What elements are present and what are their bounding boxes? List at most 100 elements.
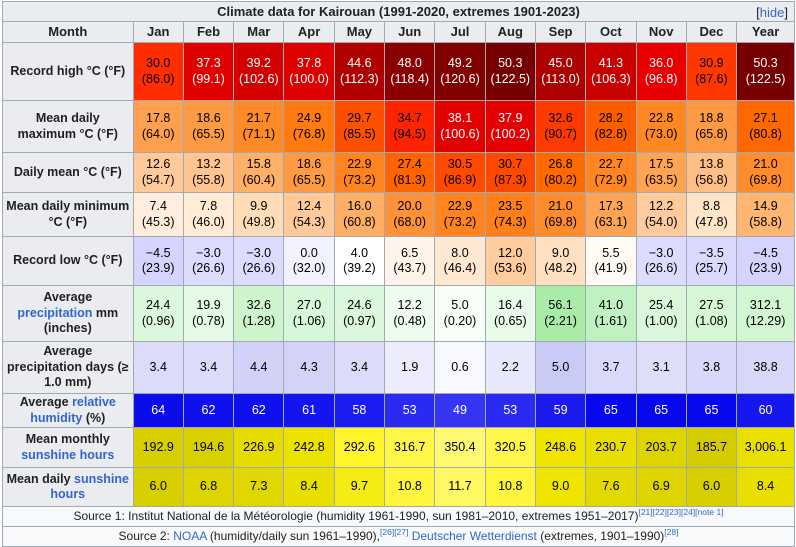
value-cell-aug: 16.4 (0.65) xyxy=(484,285,536,342)
imperial-value: (118.4) xyxy=(390,71,430,86)
value-cell-feb: 37.3 (99.1) xyxy=(182,42,235,101)
value-cell-year: 50.3 (122.5) xyxy=(736,42,795,101)
value-cell-dec: 18.8 (65.8) xyxy=(685,100,738,153)
value-cell-apr: 18.6 (65.5) xyxy=(283,152,335,193)
imperial-value: (55.8) xyxy=(192,172,225,187)
imperial-value: (0.65) xyxy=(493,313,527,328)
source-row: Source 1: Institut National de la Météor… xyxy=(2,506,795,527)
value-cell-nov: 17.5 (63.5) xyxy=(635,152,687,193)
metric-value: 37.8 xyxy=(296,56,322,70)
source-link[interactable]: NOAA xyxy=(173,528,207,543)
metric-value: −3.0 xyxy=(246,245,272,260)
metric-value: 2.2 xyxy=(501,359,519,374)
metric-value: 12.6 xyxy=(146,157,171,171)
imperial-value: (23.9) xyxy=(141,261,175,275)
imperial-value: (26.6) xyxy=(644,261,678,275)
value-cell-dec: 65 xyxy=(685,393,738,428)
imperial-value: (46.0) xyxy=(192,214,225,229)
metric-value: 32.6 xyxy=(548,111,573,125)
imperial-value: (64.0) xyxy=(141,126,175,141)
metric-value: −3.0 xyxy=(648,245,674,260)
metric-value: 30.7 xyxy=(498,157,523,171)
metric-value: 37.3 xyxy=(196,56,221,70)
value-cell-jan: 24.4 (0.96) xyxy=(132,285,184,342)
metric-value: 17.5 xyxy=(649,157,674,171)
value-cell-year: 8.4 xyxy=(736,467,795,507)
row-header-text: Mean daily xyxy=(6,471,75,486)
imperial-value: (99.1) xyxy=(192,71,225,86)
metric-value: 48.0 xyxy=(397,56,422,70)
imperial-value: (60.4) xyxy=(242,172,276,187)
source-note-2: Source 2: NOAA (humidity/daily sun 1961–… xyxy=(2,526,795,547)
metric-value: 9.7 xyxy=(350,479,369,494)
value-cell-sep: 5.0 xyxy=(534,341,587,394)
imperial-value: (2.21) xyxy=(544,313,577,328)
metric-value: 50.3 xyxy=(753,56,778,70)
metric-value: 312.1 xyxy=(749,298,782,312)
row-header-link[interactable]: relative humidity xyxy=(30,395,116,425)
metric-value: 30.0 xyxy=(146,56,171,70)
metric-value: −4.5 xyxy=(145,245,171,260)
value-cell-nov: 25.4 (1.00) xyxy=(635,285,687,342)
value-cell-mar: 39.2 (102.6) xyxy=(233,42,285,101)
value-cell-may: 29.7 (85.5) xyxy=(333,100,386,153)
metric-value: 0.6 xyxy=(451,359,469,374)
metric-value: 29.7 xyxy=(347,111,372,125)
row-header-link[interactable]: sunshine hours xyxy=(21,447,115,462)
imperial-value: (120.6) xyxy=(440,71,480,86)
metric-value: 22.7 xyxy=(598,157,624,171)
imperial-value: (0.20) xyxy=(443,313,477,328)
source-link[interactable]: Deutscher Wetterdienst xyxy=(411,528,537,543)
row-header-text: (%) xyxy=(82,410,106,425)
metric-value: 36.0 xyxy=(649,56,674,70)
citation-ref[interactable]: [28] xyxy=(664,526,679,537)
metric-value: 3.4 xyxy=(199,359,218,374)
table-caption: Climate data for Kairouan (1991-2020, ex… xyxy=(2,1,795,22)
metric-value: 10.8 xyxy=(498,479,523,494)
value-cell-jul: 8.0 (46.4) xyxy=(434,236,486,286)
data-row: Mean daily maximum °C (°F) 17.8 (64.0) 18.6… xyxy=(2,100,795,153)
imperial-value: (72.9) xyxy=(594,172,628,187)
value-cell-may: 16.0 (60.8) xyxy=(333,192,386,237)
row-header-link[interactable]: sunshine hours xyxy=(50,471,129,502)
citation-ref[interactable]: [21][22][23][24][note 1] xyxy=(638,506,724,517)
imperial-value: (90.7) xyxy=(544,126,577,141)
value-cell-year: 27.1 (80.8) xyxy=(736,100,795,153)
metric-value: 62 xyxy=(201,402,216,417)
value-cell-apr: 242.8 xyxy=(283,427,335,468)
value-cell-jan: 7.4 (45.3) xyxy=(132,192,184,237)
imperial-value: (85.5) xyxy=(343,126,376,141)
metric-value: 3.7 xyxy=(602,359,620,374)
metric-value: 16.0 xyxy=(347,199,372,213)
row-header-text: Mean daily maximum °C (°F) xyxy=(17,111,118,141)
month-header-row: Month Jan Feb Mar Apr May Jun Jul Aug Sep Oct Nov D… xyxy=(2,21,795,43)
value-cell-jun: 6.5 (43.7) xyxy=(384,236,436,286)
metric-value: 17.8 xyxy=(146,111,171,125)
value-cell-sep: 248.6 xyxy=(534,427,587,468)
value-cell-year: 21.0 (69.8) xyxy=(736,152,795,193)
row-header: Mean daily maximum °C (°F) xyxy=(2,100,134,153)
imperial-value: (65.5) xyxy=(292,172,326,187)
value-cell-aug: 23.5 (74.3) xyxy=(484,192,536,237)
metric-value: 0.0 xyxy=(300,245,318,260)
citation-ref[interactable]: [26][27] xyxy=(380,526,409,537)
source-text: Source 1: Institut National de la Météor… xyxy=(73,508,639,523)
metric-value: 7.6 xyxy=(602,479,620,494)
imperial-value: (45.3) xyxy=(141,214,175,229)
hide-toggle[interactable]: [hide] xyxy=(756,5,788,21)
row-header-link[interactable]: precipitation xyxy=(17,305,93,320)
metric-value: 3,006.1 xyxy=(744,439,787,454)
imperial-value: (69.8) xyxy=(544,214,577,229)
month-header-oct: Oct xyxy=(585,21,637,43)
caption-row: Climate data for Kairouan (1991-2020, ex… xyxy=(2,1,795,22)
imperial-value: (122.5) xyxy=(490,71,531,86)
row-header: Average relative humidity (%) xyxy=(2,393,134,428)
value-cell-aug: 30.7 (87.3) xyxy=(484,152,536,193)
metric-value: 3.1 xyxy=(652,359,670,374)
value-cell-jun: 1.9 xyxy=(384,341,436,394)
metric-value: 9.0 xyxy=(551,245,570,260)
metric-value: 316.7 xyxy=(394,439,426,454)
imperial-value: (80.2) xyxy=(544,172,577,187)
hide-link[interactable]: hide xyxy=(759,5,785,20)
source-text: (extremes, 1901–1990) xyxy=(536,528,665,543)
